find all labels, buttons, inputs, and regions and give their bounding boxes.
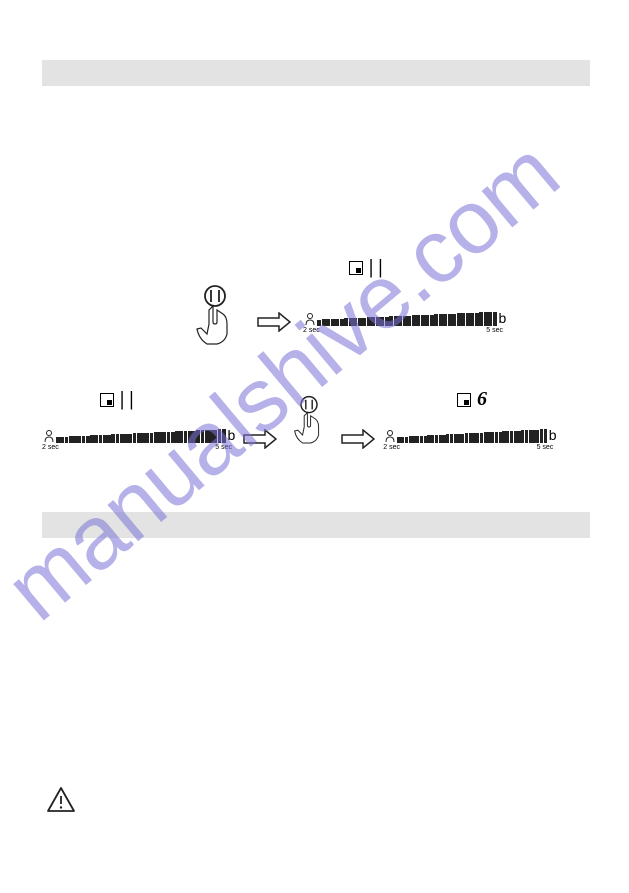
watermark: manualshive.com xyxy=(0,122,578,641)
display-indicator-1: | | xyxy=(349,256,383,279)
slider-end-icon: b xyxy=(499,310,507,326)
step2-section: | | 6 b 2 sec 5 sec xyxy=(42,386,602,456)
level-start-icon xyxy=(303,312,317,326)
display-value-2: | | xyxy=(120,388,134,411)
warning-icon xyxy=(46,786,76,814)
arrow-icon xyxy=(257,312,291,332)
power-slider-1: b 2 sec 5 sec xyxy=(303,310,506,334)
arrow-icon xyxy=(243,429,277,449)
step1-section: | | b 2 sec 5 sec xyxy=(185,250,585,359)
display-box-icon xyxy=(457,393,471,407)
slider-caption-left: 2 sec xyxy=(383,444,400,451)
power-slider-2: b 2 sec 5 sec xyxy=(42,427,235,451)
display-value-3: 6 xyxy=(477,388,487,411)
slider-caption-left: 2 sec xyxy=(42,444,59,451)
power-slider-3: b 2 sec 5 sec xyxy=(383,427,556,451)
slider-caption-right: 5 sec xyxy=(215,444,232,451)
display-box-icon xyxy=(100,393,114,407)
display-value-1: | | xyxy=(369,256,383,279)
finger-press-icon xyxy=(285,394,333,456)
slider-caption-left: 2 sec xyxy=(303,327,320,334)
bottom-gray-bar xyxy=(42,512,590,538)
level-start-icon xyxy=(42,429,56,443)
slider-end-icon: b xyxy=(549,427,557,443)
arrow-icon xyxy=(341,429,375,449)
slider-bars xyxy=(56,429,226,443)
slider-caption-right: 5 sec xyxy=(486,327,503,334)
level-start-icon xyxy=(383,429,397,443)
top-gray-bar xyxy=(42,60,590,86)
slider-end-icon: b xyxy=(228,427,236,443)
slider-bars xyxy=(317,312,497,326)
finger-press-icon xyxy=(185,284,245,359)
slider-bars xyxy=(397,429,547,443)
display-indicator-2: | | xyxy=(100,388,134,411)
slider-caption-right: 5 sec xyxy=(537,444,554,451)
display-indicator-3: 6 xyxy=(457,388,487,411)
display-box-icon xyxy=(349,261,363,275)
